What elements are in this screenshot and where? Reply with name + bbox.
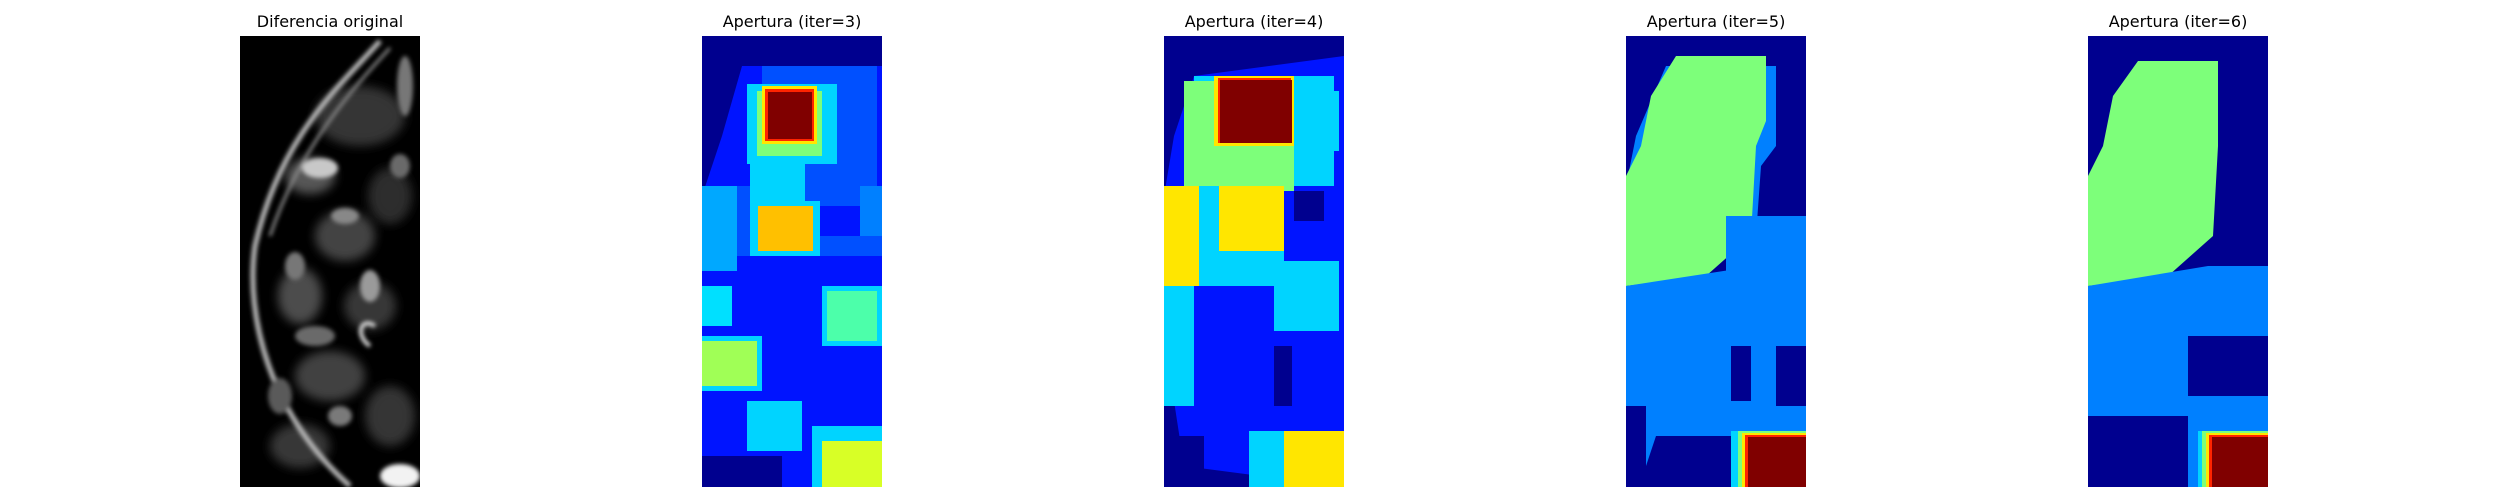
panel-title: Diferencia original <box>256 12 404 31</box>
panel-opening-iter-6: Apertura (iter=6) <box>2078 0 2278 500</box>
panel-title: Apertura (iter=5) <box>1646 12 1786 31</box>
panel-original-difference: Diferencia original <box>230 0 430 500</box>
panel-title: Apertura (iter=3) <box>722 12 862 31</box>
opening-image-iter-3 <box>702 36 882 487</box>
panel-title: Apertura (iter=6) <box>2108 12 2248 31</box>
grayscale-image <box>240 36 420 487</box>
opening-image-iter-5-svg <box>1626 36 1806 487</box>
opening-image-iter-6-svg <box>2088 36 2268 487</box>
opening-image-iter-4-svg <box>1164 36 1344 487</box>
opening-image-iter-4 <box>1164 36 1344 487</box>
grayscale-image-svg <box>240 36 420 487</box>
opening-image-iter-3-svg <box>702 36 882 487</box>
panel-title: Apertura (iter=4) <box>1184 12 1324 31</box>
panel-opening-iter-4: Apertura (iter=4) <box>1154 0 1354 500</box>
panel-opening-iter-3: Apertura (iter=3) <box>692 0 892 500</box>
opening-image-iter-5 <box>1626 36 1806 487</box>
panel-opening-iter-5: Apertura (iter=5) <box>1616 0 1816 500</box>
opening-image-iter-6 <box>2088 36 2268 487</box>
